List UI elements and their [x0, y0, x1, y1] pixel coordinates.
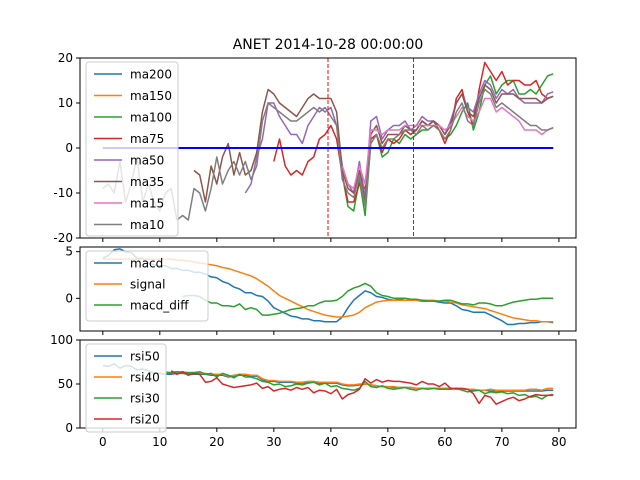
y-tick-label: 100 — [50, 333, 73, 347]
y-tick-label: -10 — [53, 186, 73, 200]
legend-label-ma75: ma75 — [130, 132, 164, 146]
legend-label-ma150: ma150 — [130, 89, 172, 103]
legend-label-rsi50: rsi50 — [130, 350, 160, 364]
x-tick-label: 80 — [551, 435, 566, 449]
legend: rsi50 rsi40 rsi30 rsi20 — [85, 343, 167, 433]
series-line-ma50 — [244, 79, 554, 199]
x-tick-label: 70 — [494, 435, 509, 449]
series-line-rsi20 — [170, 370, 554, 405]
moving-averages-panel: -20-1001020ma200ma150ma100ma75ma50ma35ma… — [53, 51, 577, 245]
legend-label-ma15: ma15 — [130, 197, 164, 211]
legend-box — [85, 250, 209, 322]
y-tick-label: 10 — [58, 96, 73, 110]
y-tick-label: 50 — [58, 377, 73, 391]
legend-label-rsi30: rsi30 — [130, 392, 160, 406]
legend-label-signal: signal — [130, 278, 166, 292]
legend-label-rsi20: rsi20 — [130, 413, 160, 427]
series-line-ma100 — [341, 73, 554, 217]
plot-area — [102, 363, 554, 405]
legend-label-ma10: ma10 — [130, 218, 164, 232]
legend: macd signal macd_diff — [85, 250, 209, 322]
macd-panel: 0 5 macd signal macd_diff — [65, 245, 577, 335]
legend-box — [85, 61, 179, 237]
series-line-rsi50 — [102, 363, 554, 392]
y-tick-label: -20 — [53, 231, 73, 245]
x-tick-label: 10 — [152, 435, 167, 449]
x-tick-label: 40 — [323, 435, 338, 449]
legend-label-macd_diff: macd_diff — [130, 299, 189, 313]
x-tick-label: 20 — [209, 435, 224, 449]
legend-label-ma100: ma100 — [130, 111, 172, 125]
series-line-ma35 — [193, 84, 554, 203]
x-tick-label: 60 — [437, 435, 452, 449]
y-tick-label: 20 — [58, 51, 73, 65]
x-tick-label: 0 — [99, 435, 107, 449]
x-tick-label: 30 — [266, 435, 281, 449]
series-line-macd_diff — [182, 282, 554, 316]
legend-label-ma35: ma35 — [130, 175, 164, 189]
y-tick-label: 0 — [65, 421, 73, 435]
y-tick-label: 5 — [65, 245, 73, 259]
chart-title: ANET 2014-10-28 00:00:00 — [233, 37, 424, 53]
legend-label-ma50: ma50 — [130, 154, 164, 168]
axes-frame — [79, 246, 577, 332]
y-tick-label: 0 — [65, 291, 73, 305]
legend: ma200 ma150 ma100 ma75 ma50 ma35 ma15 ma10 — [85, 61, 179, 237]
legend-label-ma200: ma200 — [130, 68, 172, 82]
legend-label-rsi40: rsi40 — [130, 371, 160, 385]
y-tick-label: 0 — [65, 141, 73, 155]
x-tick-label: 50 — [380, 435, 395, 449]
series-line-ma15 — [341, 97, 554, 190]
legend-label-macd: macd — [130, 257, 163, 271]
legend-box — [85, 343, 167, 433]
